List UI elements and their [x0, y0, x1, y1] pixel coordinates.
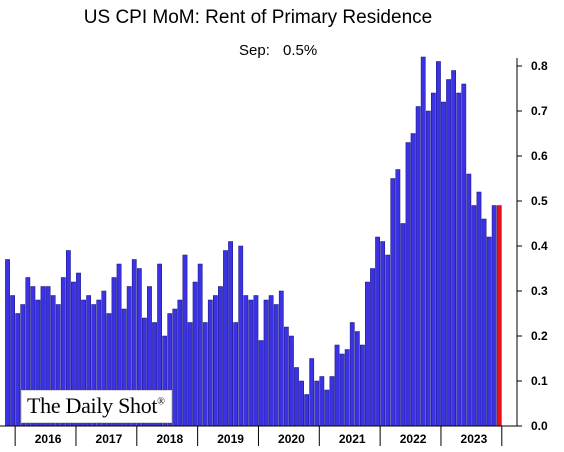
bar	[314, 380, 320, 427]
bar	[410, 133, 416, 427]
bar	[228, 241, 233, 427]
latest-value: 0.5%	[283, 42, 317, 59]
y-tick-label: 0.2	[531, 329, 548, 343]
x-tick-label: 2019	[217, 432, 244, 446]
bar	[451, 70, 457, 427]
bar	[380, 241, 386, 427]
bar	[197, 263, 203, 427]
axes: 0.0 0.1 0.2 0.3 0.4 0.5 0.6 0.7 0.8 2016 2017 2018 2…	[0, 58, 548, 446]
bar	[446, 79, 451, 427]
bar	[218, 286, 223, 427]
y-tick-label: 0.3	[531, 284, 548, 298]
bar	[456, 92, 462, 427]
bar	[441, 101, 446, 427]
bar	[400, 223, 406, 427]
bar	[430, 92, 436, 427]
bar	[309, 358, 315, 427]
bar	[415, 106, 421, 427]
bar	[207, 299, 213, 427]
bar	[390, 178, 396, 427]
x-tick-label: 2016	[35, 432, 62, 446]
bar	[481, 218, 487, 427]
bar	[375, 236, 380, 427]
y-tick-label: 0.5	[531, 194, 548, 208]
bar	[395, 169, 401, 427]
bar	[283, 326, 289, 427]
bar	[476, 191, 482, 427]
x-tick-label: 2020	[278, 432, 305, 446]
bar	[248, 299, 254, 427]
bar	[172, 308, 178, 427]
bar	[339, 353, 345, 427]
y-tick-label: 0.1	[531, 374, 548, 388]
bar	[294, 367, 299, 427]
bar	[268, 295, 274, 427]
bar	[436, 61, 441, 427]
bar	[192, 281, 198, 427]
y-tick-label: 0.8	[531, 59, 548, 73]
bar	[471, 205, 477, 427]
x-tick-label: 2021	[339, 432, 366, 446]
bar	[182, 254, 188, 427]
bar	[263, 299, 269, 427]
bar	[324, 389, 330, 427]
bar	[202, 322, 208, 427]
x-tick-label: 2018	[156, 432, 183, 446]
watermark-text: The Daily Shot®	[27, 393, 165, 418]
bar	[253, 295, 259, 427]
bar	[365, 281, 370, 427]
latest-label: Sep:	[239, 42, 270, 59]
bar	[273, 304, 279, 427]
bar	[304, 394, 310, 427]
bar	[349, 322, 355, 427]
y-tick-label: 0.0	[531, 419, 548, 433]
x-tick-label: 2023	[461, 432, 488, 446]
bar	[370, 268, 375, 427]
bar	[405, 142, 411, 427]
bar	[289, 335, 294, 427]
bar	[278, 290, 284, 427]
bar	[344, 349, 350, 427]
bar-latest	[496, 205, 502, 427]
watermark-logo: The Daily Shot®	[21, 390, 172, 423]
bar	[187, 322, 193, 427]
bar	[212, 295, 218, 427]
y-tick-label: 0.6	[531, 149, 548, 163]
bar	[360, 344, 365, 427]
bar	[354, 331, 360, 427]
bar	[425, 110, 431, 427]
bar	[491, 205, 497, 427]
bar	[466, 173, 472, 427]
bar	[461, 83, 467, 427]
bar	[258, 340, 264, 427]
bar	[385, 254, 391, 427]
bar	[334, 344, 340, 427]
bar	[15, 313, 21, 427]
x-tick-label: 2022	[400, 432, 427, 446]
bar	[420, 56, 426, 427]
bar	[238, 245, 244, 427]
chart-title: US CPI MoM: Rent of Primary Residence	[84, 7, 432, 28]
bar	[5, 259, 10, 427]
bar	[329, 376, 335, 427]
bar	[10, 295, 15, 427]
bar	[223, 250, 228, 427]
bar	[177, 299, 183, 427]
bar	[243, 295, 249, 427]
x-tick-label: 2017	[96, 432, 123, 446]
bar	[299, 380, 304, 427]
y-tick-label: 0.4	[531, 239, 548, 253]
bar	[486, 236, 492, 427]
y-tick-label: 0.7	[531, 104, 548, 118]
bar	[233, 322, 239, 427]
bar	[319, 376, 325, 427]
bar-series	[5, 56, 502, 427]
